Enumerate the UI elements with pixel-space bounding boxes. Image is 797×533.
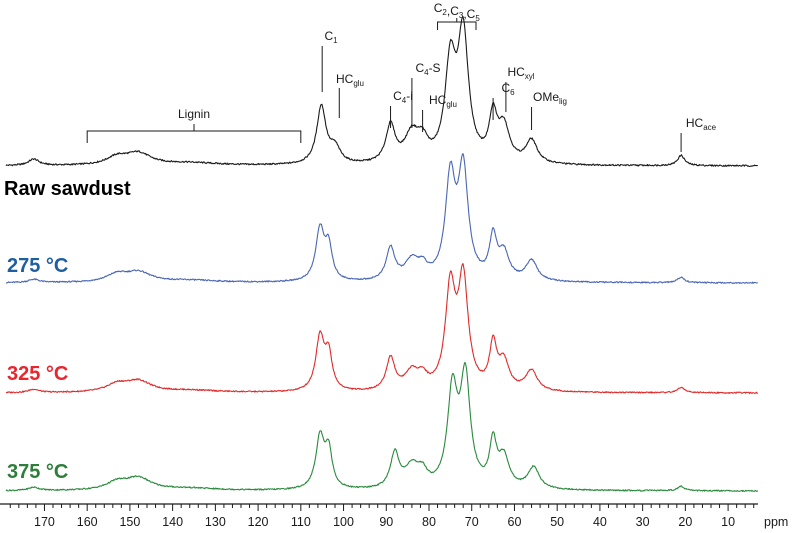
peak-label-c4: C4-i	[393, 89, 413, 105]
x-tick-label: 150	[119, 515, 140, 529]
x-axis-label: ppm	[764, 515, 788, 529]
x-tick-label: 60	[508, 515, 522, 529]
x-tick-label: 170	[34, 515, 55, 529]
x-tick-label: 80	[422, 515, 436, 529]
x-tick-label: 140	[162, 515, 183, 529]
lignin-bracket	[86, 124, 302, 143]
x-tick-label: 130	[205, 515, 226, 529]
peak-label-c4: C4-S	[415, 61, 440, 77]
x-tick-label: 110	[291, 515, 311, 529]
peak-label-hcxyl: HCxyl	[507, 65, 534, 81]
x-tick-label: 90	[379, 515, 393, 529]
peak-label-hcglu: HCglu	[429, 93, 457, 109]
peak-label-c6: C6	[501, 81, 515, 97]
spectra-layer	[5, 15, 759, 492]
x-tick-label: 100	[333, 515, 354, 529]
series-labels: Raw sawdust 275 °C 325 °C 375 °C	[4, 178, 131, 483]
spectrum-line-2	[5, 152, 759, 284]
spectrum-line-4	[5, 361, 759, 492]
series-label-2: 275 °C	[7, 255, 68, 277]
x-tick-label: 20	[678, 515, 692, 529]
c235-label: C2,C3,C5	[434, 1, 481, 23]
peak-label-omelig: OMelig	[533, 90, 567, 106]
x-tick-label: 50	[550, 515, 564, 529]
peak-annotations: C1 HCglu C4-iC4-S HCglu C6HCxyl OMelig HCace Li…	[86, 1, 717, 152]
x-tick-label: 10	[721, 515, 735, 529]
x-tick-label: 40	[593, 515, 607, 529]
x-tick-label: 30	[636, 515, 650, 529]
x-axis: 170 160 150 140 130 120 110 100 90 80 70 60 50 40 30 20…	[0, 503, 788, 529]
x-tick-label: 120	[248, 515, 269, 529]
c235-bracket	[437, 18, 477, 30]
x-tick-label: 160	[77, 515, 98, 529]
series-label-4: 375 °C	[7, 461, 68, 483]
peak-label-c1: C1	[324, 29, 338, 45]
x-tick-label: 70	[465, 515, 479, 529]
peak-label-hcace: HCace	[686, 116, 717, 132]
series-label-1: Raw sawdust	[4, 178, 131, 200]
series-label-3: 325 °C	[7, 363, 68, 385]
peak-label-hcglu: HCglu	[336, 72, 364, 88]
lignin-label: Lignin	[178, 107, 210, 121]
spectrum-line-3	[5, 262, 758, 394]
spectrum-line-1	[5, 15, 758, 168]
